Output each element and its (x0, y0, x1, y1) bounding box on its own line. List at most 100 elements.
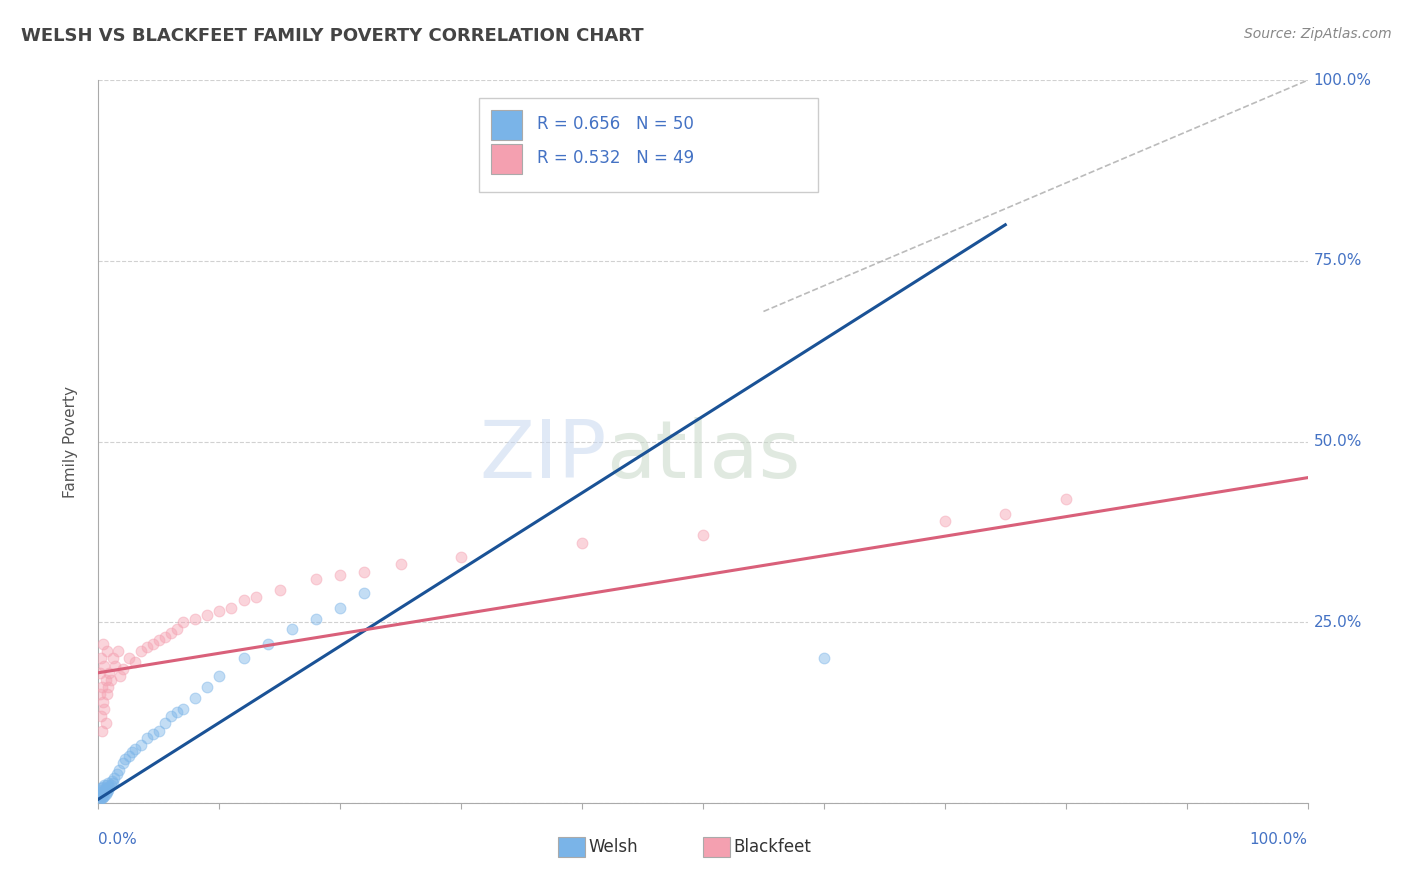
Point (160, 626, 183, 640)
Point (166, 706, 188, 720)
Text: Welsh: Welsh (588, 838, 638, 855)
Point (96, 644, 118, 658)
Point (389, 558, 412, 572)
Point (93, 658, 115, 673)
Point (692, 528, 714, 542)
Point (142, 727, 165, 741)
Point (281, 623, 304, 637)
Text: WELSH VS BLACKFEET FAMILY POVERTY CORRELATION CHART: WELSH VS BLACKFEET FAMILY POVERTY CORREL… (21, 27, 644, 45)
Point (91, 786, 114, 800)
Point (91, 637, 114, 651)
Point (195, 607, 218, 622)
Point (118, 651, 141, 665)
Point (232, 651, 254, 665)
Point (184, 691, 207, 706)
Point (124, 655, 146, 669)
Point (934, 514, 956, 528)
Point (93, 789, 115, 803)
Point (994, 507, 1017, 521)
Point (111, 662, 134, 676)
Point (94, 781, 117, 796)
Point (90, 785, 112, 799)
Text: Source: ZipAtlas.com: Source: ZipAtlas.com (1244, 27, 1392, 41)
Point (91, 723, 114, 738)
Point (105, 767, 128, 781)
Point (353, 565, 375, 579)
Bar (703, 837, 730, 857)
Point (208, 604, 231, 618)
Point (96, 778, 118, 792)
Point (269, 582, 291, 597)
Point (184, 611, 207, 625)
Point (153, 630, 176, 644)
Point (90, 709, 112, 723)
Text: 0.0%: 0.0% (98, 831, 138, 847)
Point (91, 680, 114, 694)
Point (172, 702, 194, 716)
Point (103, 771, 125, 785)
Text: Blackfeet: Blackfeet (734, 838, 811, 855)
Text: R = 0.532   N = 49: R = 0.532 N = 49 (537, 149, 695, 168)
Text: ZIP: ZIP (479, 417, 606, 495)
Point (93, 779, 115, 793)
Point (108, 764, 131, 778)
Point (111, 756, 134, 770)
Point (450, 550, 472, 565)
Point (89, 665, 111, 680)
Point (329, 568, 352, 582)
Point (89, 789, 111, 803)
Point (97, 680, 120, 694)
Point (121, 745, 143, 759)
Point (135, 731, 157, 745)
Point (329, 600, 352, 615)
Point (148, 633, 170, 648)
Point (160, 709, 183, 723)
Point (91, 780, 114, 794)
Point (107, 644, 129, 658)
Point (98, 780, 121, 794)
Point (124, 741, 146, 756)
Point (166, 623, 188, 637)
Y-axis label: Family Poverty: Family Poverty (63, 385, 77, 498)
Point (100, 673, 122, 687)
Point (97, 775, 120, 789)
Point (142, 637, 165, 651)
Bar (558, 837, 585, 857)
Point (94, 787, 117, 801)
Point (100, 778, 122, 792)
FancyBboxPatch shape (479, 98, 818, 193)
Point (118, 748, 141, 763)
Bar (492, 110, 522, 140)
Point (108, 669, 131, 683)
Text: 25.0%: 25.0% (1313, 615, 1362, 630)
Point (232, 593, 254, 607)
Point (305, 611, 328, 625)
Point (1054, 492, 1077, 507)
Point (93, 702, 115, 716)
Bar (492, 144, 522, 174)
Point (91, 695, 114, 709)
Point (100, 774, 122, 789)
Text: 100.0%: 100.0% (1250, 831, 1308, 847)
Point (135, 640, 157, 655)
Point (245, 590, 267, 604)
Point (90, 651, 112, 665)
Text: 100.0%: 100.0% (1313, 73, 1372, 87)
Point (129, 644, 152, 658)
Point (91, 791, 114, 805)
Point (256, 637, 278, 651)
Point (129, 738, 152, 752)
Text: 75.0%: 75.0% (1313, 253, 1362, 268)
Point (90, 781, 112, 796)
Point (96, 687, 118, 701)
Point (101, 775, 124, 789)
Point (90, 790, 112, 805)
Point (195, 680, 218, 694)
Point (98, 665, 121, 680)
Point (93, 784, 115, 798)
Point (148, 723, 170, 738)
Point (208, 669, 231, 683)
Point (104, 658, 127, 673)
Point (172, 615, 194, 630)
Point (91, 787, 114, 801)
